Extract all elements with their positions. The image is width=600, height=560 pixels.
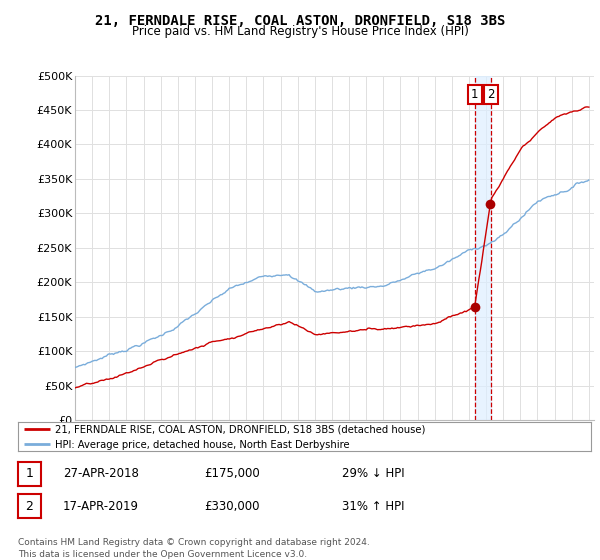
Text: Contains HM Land Registry data © Crown copyright and database right 2024.
This d: Contains HM Land Registry data © Crown c… — [18, 538, 370, 559]
Text: 31% ↑ HPI: 31% ↑ HPI — [342, 500, 404, 513]
Text: 21, FERNDALE RISE, COAL ASTON, DRONFIELD, S18 3BS: 21, FERNDALE RISE, COAL ASTON, DRONFIELD… — [95, 14, 505, 28]
Text: Price paid vs. HM Land Registry's House Price Index (HPI): Price paid vs. HM Land Registry's House … — [131, 25, 469, 38]
Text: 29% ↓ HPI: 29% ↓ HPI — [342, 467, 404, 480]
Text: £330,000: £330,000 — [204, 500, 260, 513]
Text: 21, FERNDALE RISE, COAL ASTON, DRONFIELD, S18 3BS (detached house): 21, FERNDALE RISE, COAL ASTON, DRONFIELD… — [55, 425, 425, 435]
Text: HPI: Average price, detached house, North East Derbyshire: HPI: Average price, detached house, Nort… — [55, 440, 350, 450]
Text: 2: 2 — [487, 88, 495, 101]
Text: 1: 1 — [471, 88, 478, 101]
Text: 17-APR-2019: 17-APR-2019 — [63, 500, 139, 513]
Text: 27-APR-2018: 27-APR-2018 — [63, 467, 139, 480]
Text: 1: 1 — [25, 467, 34, 480]
Text: £175,000: £175,000 — [204, 467, 260, 480]
Text: 2: 2 — [25, 500, 34, 513]
Bar — [475, 76, 491, 420]
